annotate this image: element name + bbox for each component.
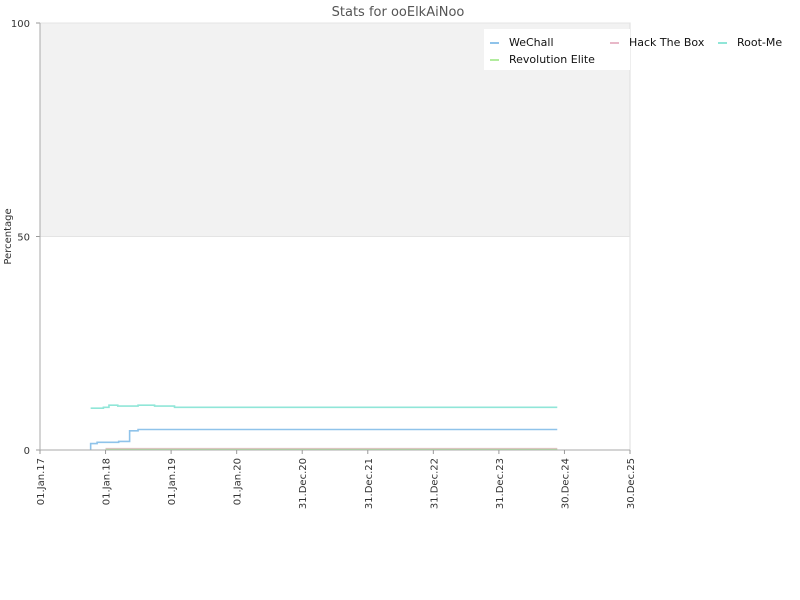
legend-label-root-me: Root-Me [737, 36, 782, 49]
legend-label-wechall: WeChall [509, 36, 554, 49]
y-axis-label: Percentage [3, 208, 14, 264]
x-tick-label: 01.Jan.17 [36, 458, 47, 505]
y-tick-label: 100 [11, 19, 30, 30]
x-tick-label: 01.Jan.18 [102, 458, 113, 505]
chart-title: Stats for ooElkAiNoo [332, 5, 465, 20]
x-tick-label: 31.Dec.20 [298, 458, 309, 509]
x-tick-label: 30.Dec.25 [626, 458, 637, 509]
x-tick-label: 31.Dec.22 [429, 458, 440, 509]
legend: WeChall Hack The Box Root-Me Revolution Eli… [484, 29, 782, 70]
legend-label-hack-the-box: Hack The Box [629, 36, 705, 49]
x-tick-label: 31.Dec.21 [364, 458, 375, 509]
x-tick-label: 01.Jan.19 [167, 458, 178, 505]
legend-label-revolution-elite: Revolution Elite [509, 53, 595, 66]
legend-box [484, 29, 630, 70]
x-axis: 01.Jan.17 01.Jan.18 01.Jan.19 01.Jan.20 31.D… [36, 449, 637, 509]
series-line-root-me [90, 404, 558, 409]
x-tick-label: 30.Dec.24 [560, 458, 571, 509]
series-line-wechall [89, 428, 558, 450]
y-axis: 0 50 100 [11, 19, 41, 457]
y-tick-label: 0 [24, 446, 30, 457]
x-tick-label: 01.Jan.20 [233, 458, 244, 505]
y-tick-label: 50 [17, 233, 30, 244]
x-tick-label: 31.Dec.23 [495, 458, 506, 509]
